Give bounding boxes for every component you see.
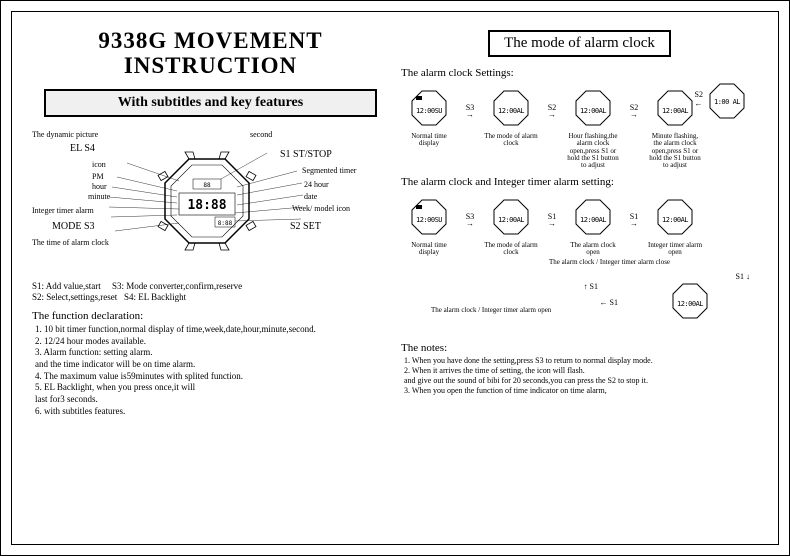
svg-text:12:00AL: 12:00AL: [498, 107, 524, 115]
section2-head: The alarm clock and Integer timer alarm …: [401, 176, 758, 188]
label-pm: PM: [92, 173, 104, 182]
label-date: date: [304, 193, 317, 202]
mini-watch: 12:00SU Normal time display: [401, 194, 457, 257]
note-item: and give out the sound of bibi for 20 se…: [404, 376, 758, 386]
mini-watch: 12:00AL: [662, 278, 718, 324]
label-second: second: [250, 131, 272, 140]
svg-text:12:00SU: 12:00SU: [416, 107, 442, 115]
mini-watch: 12:00AL Integer timer alarm open: [647, 194, 703, 257]
mini-watch: 12:00AL The alarm clock open: [565, 194, 621, 257]
mini-watch: 12:00AL Hour flashing,the alarm clock op…: [565, 85, 621, 170]
label-24hour: 24 hour: [304, 181, 329, 190]
arrow: S3→: [460, 85, 480, 119]
extra-watch: 1:00 AL: [704, 78, 750, 129]
mini-watch: 12:00AL The mode of alarm clock: [483, 194, 539, 257]
arrow: S1→: [542, 194, 562, 228]
decl-item: 6. with subtitles features.: [35, 406, 389, 418]
label-el-s4: EL S4: [70, 143, 95, 154]
svg-text:12:00AL: 12:00AL: [662, 107, 688, 115]
arrow: S2→: [624, 85, 644, 119]
arrow: S1→: [624, 194, 644, 228]
label-time-alarm: The time of alarm clock: [32, 239, 109, 248]
row3-caption: The alarm clock / Integer timer alarm op…: [431, 306, 551, 314]
svg-text:12:00AL: 12:00AL: [580, 216, 606, 224]
svg-text:12:00AL: 12:00AL: [662, 216, 688, 224]
label-hour: hour: [92, 183, 107, 192]
label-s1-ststop: S1 ST/STOP: [280, 149, 332, 160]
right-title-box: The mode of alarm clock: [488, 30, 671, 57]
subtitle-box: With subtitles and key features: [44, 89, 377, 117]
label-integer-timer: Integer timer alarm: [32, 207, 94, 216]
arrow-s1: ↑ S1: [584, 282, 598, 291]
flow-row-3: ↑ S1 S1 ↓ ← S1 12:00AL The alarm clock /…: [401, 268, 758, 338]
label-minute: minute: [88, 193, 110, 202]
legend-s2: S2: Select,settings,reset: [32, 292, 117, 302]
mini-caption: Integer timer alarm open: [647, 242, 703, 257]
decl-item: and the time indicator will be on time a…: [35, 359, 389, 371]
note-item: 2. When it arrives the time of setting, …: [404, 366, 758, 376]
title-line-1: 9338G MOVEMENT: [98, 28, 322, 53]
decl-item: last for3 seconds.: [35, 394, 389, 406]
mini-caption: Normal time display: [401, 242, 457, 257]
title-line-2: INSTRUCTION: [124, 53, 297, 78]
arrow-s1-side: ← S1: [600, 298, 618, 307]
decl-item: 5. EL Backlight, when you press once,it …: [35, 382, 389, 394]
mini-caption: Minute flashing, the alarm clock open,pr…: [647, 133, 703, 170]
flow-row-2: 12:00SU Normal time display S3→ 12:00AL …: [401, 194, 758, 257]
main-title: 9338G MOVEMENT INSTRUCTION: [32, 28, 389, 79]
arrow-s2-extra: S2←: [695, 90, 703, 108]
label-icon: icon: [92, 161, 106, 170]
row2-sub-caption: The alarm clock / Integer timer alarm cl…: [461, 258, 758, 266]
decl-item: 3. Alarm function: setting alarm.: [35, 347, 389, 359]
svg-text:8:88: 8:88: [218, 220, 233, 227]
label-s2-set: S2 SET: [290, 221, 321, 232]
mini-caption: Normal time display: [401, 133, 457, 148]
label-dynamic-picture: The dynamic picture: [32, 131, 98, 140]
arrow: S2→: [542, 85, 562, 119]
svg-text:18:88: 18:88: [187, 198, 226, 213]
arrow-s1-down: S1 ↓: [736, 272, 750, 281]
svg-text:12:00AL: 12:00AL: [677, 300, 703, 308]
left-column: 9338G MOVEMENT INSTRUCTION With subtitle…: [32, 28, 389, 528]
watch-diagram: 18:88 88 8:88: [32, 131, 389, 271]
label-segmented: Segmented timer: [302, 167, 356, 176]
declaration-list: 1. 10 bit timer function,normal display …: [32, 324, 389, 418]
arrow: S3→: [460, 194, 480, 228]
label-week-model: Week/ model icon: [292, 205, 350, 214]
label-mode-s3: MODE S3: [52, 221, 95, 232]
decl-item: 2. 12/24 hour modes available.: [35, 336, 389, 348]
svg-text:12:00AL: 12:00AL: [498, 216, 524, 224]
note-item: 1. When you have done the setting,press …: [404, 356, 758, 366]
svg-text:1:00 AL: 1:00 AL: [714, 98, 740, 106]
note-item: 3. When you open the function of time in…: [404, 386, 758, 396]
legend-s3: S3: Mode converter,confirm,reserve: [112, 281, 242, 291]
declaration-head: The function declaration:: [32, 310, 389, 322]
decl-item: 1. 10 bit timer function,normal display …: [35, 324, 389, 336]
button-legend: S1: Add value,start S3: Mode converter,c…: [32, 281, 389, 304]
svg-text:12:00AL: 12:00AL: [580, 107, 606, 115]
notes-list: 1. When you have done the setting,press …: [401, 356, 758, 396]
mini-watch: 12:00AL The mode of alarm clock: [483, 85, 539, 148]
notes-head: The notes:: [401, 342, 758, 354]
mini-watch: 12:00SU Normal time display: [401, 85, 457, 148]
decl-item: 4. The maximum value is59minutes with sp…: [35, 371, 389, 383]
mini-caption: The mode of alarm clock: [483, 242, 539, 257]
mini-caption: The mode of alarm clock: [483, 133, 539, 148]
mini-caption: Hour flashing,the alarm clock open,press…: [565, 133, 621, 170]
mini-caption: The alarm clock open: [565, 242, 621, 257]
legend-s4: S4: EL Backlight: [124, 292, 186, 302]
svg-text:12:00SU: 12:00SU: [416, 216, 442, 224]
right-column: The mode of alarm clock The alarm clock …: [401, 28, 758, 528]
legend-s1: S1: Add value,start: [32, 281, 101, 291]
svg-text:88: 88: [203, 182, 211, 189]
